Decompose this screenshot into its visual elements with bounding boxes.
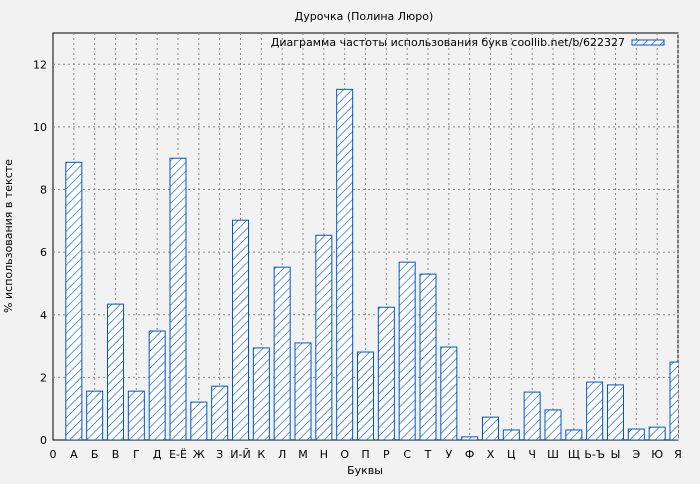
- x-tick-label: С: [403, 448, 411, 461]
- bar-П: [357, 351, 374, 440]
- legend: Диаграмма частоты использования букв coo…: [271, 36, 665, 49]
- bar-Л: [273, 266, 291, 440]
- bar-В: [107, 303, 124, 440]
- chart-title: Дурочка (Полина Люро): [295, 10, 434, 23]
- bars: [65, 88, 678, 440]
- x-tick-label: Л: [278, 448, 286, 461]
- x-tick-label: К: [257, 448, 265, 461]
- bar-Ш: [544, 409, 562, 440]
- y-ticks: 0 2 4 6 8 10 12: [33, 58, 47, 447]
- bar-Ь-Ъ: [586, 381, 604, 440]
- x-tick-label: О: [340, 448, 349, 461]
- y-tick-label: 0: [40, 434, 47, 447]
- x-tick-label: Ш: [547, 448, 559, 461]
- bar-Г: [127, 390, 145, 440]
- bar-Ч: [523, 391, 541, 440]
- x-tick-label: Э: [632, 448, 640, 461]
- x-tick-label: Х: [487, 448, 495, 461]
- y-tick-label: 6: [40, 246, 47, 259]
- x-tick-label: Б: [91, 448, 99, 461]
- x-tick-label: Ч: [528, 448, 536, 461]
- x-tick-label: Щ: [568, 448, 580, 461]
- bar-Э: [627, 428, 645, 440]
- y-tick-label: 8: [40, 184, 47, 197]
- x-tick-label: З: [216, 448, 223, 461]
- bar-Ц: [502, 429, 520, 440]
- bar-Я: [669, 361, 678, 440]
- bar-Ж: [190, 401, 208, 440]
- x-tick-label: И-Й: [230, 448, 250, 461]
- bar-Б: [86, 390, 104, 440]
- x-tick-label: М: [298, 448, 308, 461]
- y-tick-label: 12: [33, 58, 47, 71]
- y-tick-label: 4: [40, 309, 47, 322]
- bar-С: [398, 261, 416, 440]
- bar-Х: [482, 416, 499, 440]
- bar-Щ: [565, 429, 583, 440]
- x-tick-label: Ю: [651, 448, 663, 461]
- x-tick-label: А: [70, 448, 78, 461]
- x-tick-label: Ф: [465, 448, 474, 461]
- x-tick-label: У: [445, 448, 452, 461]
- bar-Р: [377, 306, 395, 440]
- bar-З: [211, 385, 229, 440]
- bar-И-Й: [232, 219, 249, 440]
- bar-Ю: [648, 426, 666, 440]
- bar-О: [336, 88, 354, 440]
- x-tick-label: Е-Ё: [169, 448, 187, 461]
- x-tick-label: Т: [424, 448, 432, 461]
- origin-label: 0: [50, 448, 57, 461]
- bar-К: [252, 347, 270, 440]
- bar-М: [294, 342, 312, 440]
- x-tick-label: Р: [383, 448, 390, 461]
- legend-label: Диаграмма частоты использования букв coo…: [271, 36, 625, 49]
- y-axis-label: % использования в тексте: [2, 159, 15, 313]
- y-tick-label: 2: [40, 371, 47, 384]
- x-tick-label: Ь-Ъ: [584, 448, 605, 461]
- x-tick-label: Я: [674, 448, 682, 461]
- bar-Е-Ё: [169, 157, 187, 440]
- bar-Ф: [461, 436, 479, 440]
- grid: [53, 33, 679, 440]
- bar-Ы: [607, 384, 624, 440]
- bar-А: [65, 161, 83, 440]
- x-tick-label: Н: [320, 448, 328, 461]
- x-tick-label: В: [112, 448, 120, 461]
- x-tick-label: Ы: [611, 448, 621, 461]
- x-tick-label: Ц: [507, 448, 516, 461]
- x-axis-label: Буквы: [347, 464, 383, 477]
- x-tick-label: Г: [133, 448, 140, 461]
- bar-Д: [148, 330, 166, 440]
- bar-Т: [419, 273, 437, 440]
- bar-Н: [315, 234, 333, 440]
- legend-swatch: [631, 39, 665, 46]
- x-tick-label: Д: [153, 448, 162, 461]
- bar-У: [440, 346, 458, 440]
- y-tick-label: 10: [33, 121, 47, 134]
- x-tick-label: Ж: [193, 448, 205, 461]
- x-tick-label: П: [361, 448, 369, 461]
- x-ticks: А Б В Г Д Е-Ё Ж З И-Й К Л М Н О П Р С Т У Ф Х Ц Ч Ш Щ Ь-Ъ Ы Э Ю Я: [70, 448, 682, 461]
